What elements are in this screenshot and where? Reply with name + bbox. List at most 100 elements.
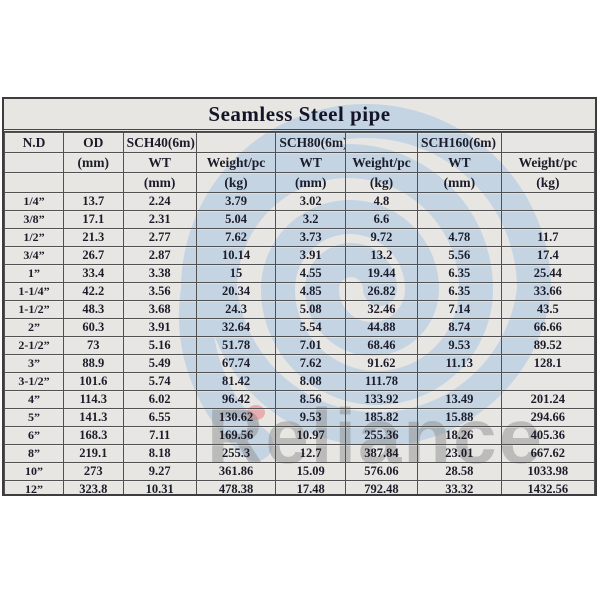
- value-cell: 7.11: [122, 426, 197, 445]
- value-cell: 13.49: [416, 390, 502, 409]
- value-cell: 185.82: [344, 408, 418, 427]
- header-cell: Weight/pc: [344, 152, 418, 173]
- nd-cell: 8”: [4, 444, 64, 463]
- value-cell: 32.46: [344, 300, 418, 319]
- value-cell: 6.55: [122, 408, 197, 427]
- value-cell: [500, 192, 595, 211]
- value-cell: 3.91: [122, 318, 197, 337]
- value-cell: 3.2: [275, 210, 346, 229]
- nd-cell: 2-1/2”: [4, 336, 64, 355]
- header-cell: (mm): [416, 172, 502, 193]
- table-row: 8” 219.1 8.18 255.3 12.7 387.84 23.01 667.62: [4, 444, 595, 463]
- value-cell: 10.31: [122, 480, 197, 494]
- value-cell: 8.56: [275, 390, 346, 409]
- table-row: 1/2” 21.3 2.77 7.62 3.73 9.72 4.78 11.7: [4, 228, 595, 247]
- value-cell: 387.84: [344, 444, 418, 463]
- table-row: 6” 168.3 7.11 169.56 10.97 255.36 18.26 405.36: [4, 426, 595, 445]
- nd-cell: 1-1/2”: [4, 300, 64, 319]
- value-cell: 13.2: [344, 246, 418, 265]
- table-row: 1-1/2” 48.3 3.68 24.3 5.08 32.46 7.14 43.5: [4, 300, 595, 319]
- header-cell: [4, 152, 64, 173]
- header-cell: (kg): [500, 172, 595, 193]
- header-cell: WT: [122, 152, 197, 173]
- value-cell: 6.6: [344, 210, 418, 229]
- nd-cell: 2”: [4, 318, 64, 337]
- value-cell: 33.4: [63, 264, 124, 283]
- value-cell: 294.66: [500, 408, 595, 427]
- value-cell: 32.64: [195, 318, 277, 337]
- value-cell: 3.38: [122, 264, 197, 283]
- header-row: (mm) WT Weight/pc WT Weight/pc WT Weight/pc: [4, 152, 595, 173]
- value-cell: 4.85: [275, 282, 346, 301]
- table-row: 3” 88.9 5.49 67.74 7.62 91.62 11.13 128.1: [4, 354, 595, 373]
- value-cell: 8.74: [416, 318, 502, 337]
- value-cell: 15: [195, 264, 277, 283]
- value-cell: [500, 210, 595, 229]
- value-cell: 201.24: [500, 390, 595, 409]
- header-cell: N.D: [4, 132, 64, 153]
- header-cell: (mm): [63, 152, 124, 173]
- value-cell: 21.3: [63, 228, 124, 247]
- nd-cell: 5”: [4, 408, 64, 427]
- table-row: 4” 114.3 6.02 96.42 8.56 133.92 13.49 201.24: [4, 390, 595, 409]
- header-cell: WT: [416, 152, 502, 173]
- value-cell: 3.56: [122, 282, 197, 301]
- value-cell: 5.16: [122, 336, 197, 355]
- value-cell: 10.14: [195, 246, 277, 265]
- value-cell: 26.82: [344, 282, 418, 301]
- header-cell: SCH160(6m): [416, 132, 502, 153]
- value-cell: 42.2: [63, 282, 124, 301]
- value-cell: 1432.56: [500, 480, 595, 494]
- value-cell: 128.1: [500, 354, 595, 373]
- value-cell: 5.08: [275, 300, 346, 319]
- value-cell: 51.78: [195, 336, 277, 355]
- value-cell: 1033.98: [500, 462, 595, 481]
- value-cell: 6.35: [416, 282, 502, 301]
- value-cell: 361.86: [195, 462, 277, 481]
- value-cell: 667.62: [500, 444, 595, 463]
- table-row: 5” 141.3 6.55 130.62 9.53 185.82 15.88 294.66: [4, 408, 595, 427]
- table-row: 3-1/2” 101.6 5.74 81.42 8.08 111.78: [4, 372, 595, 391]
- page-title: Seamless Steel pipe: [208, 101, 391, 126]
- table-row: 1” 33.4 3.38 15 4.55 19.44 6.35 25.44: [4, 264, 595, 283]
- value-cell: [416, 210, 502, 229]
- header-cell: Weight/pc: [195, 152, 277, 173]
- value-cell: 48.3: [63, 300, 124, 319]
- value-cell: 219.1: [63, 444, 124, 463]
- value-cell: 17.4: [500, 246, 595, 265]
- table-row: 1-1/4” 42.2 3.56 20.34 4.85 26.82 6.35 33.66: [4, 282, 595, 301]
- value-cell: 33.32: [416, 480, 502, 494]
- header-row: (mm) (kg) (mm) (kg) (mm) (kg): [4, 172, 595, 193]
- value-cell: 5.49: [122, 354, 197, 373]
- value-cell: 10.97: [275, 426, 346, 445]
- value-cell: 18.26: [416, 426, 502, 445]
- value-cell: 4.8: [344, 192, 418, 211]
- value-cell: 3.73: [275, 228, 346, 247]
- value-cell: 88.9: [63, 354, 124, 373]
- value-cell: 6.35: [416, 264, 502, 283]
- nd-cell: 6”: [4, 426, 64, 445]
- spec-table: N.D OD SCH40(6m) SCH80(6m) SCH160(6m) (mm) WT W…: [4, 132, 595, 494]
- value-cell: 5.04: [195, 210, 277, 229]
- header-cell: SCH80(6m): [275, 132, 346, 153]
- header-cell: SCH40(6m): [122, 132, 197, 153]
- value-cell: 11.7: [500, 228, 595, 247]
- value-cell: 255.3: [195, 444, 277, 463]
- value-cell: 3.02: [275, 192, 346, 211]
- header-cell: [4, 172, 64, 193]
- value-cell: 20.34: [195, 282, 277, 301]
- table-title-bar: Seamless Steel pipe: [4, 99, 595, 132]
- nd-cell: 1/2”: [4, 228, 64, 247]
- value-cell: 68.46: [344, 336, 418, 355]
- value-cell: 130.62: [195, 408, 277, 427]
- nd-cell: 10”: [4, 462, 64, 481]
- value-cell: 5.56: [416, 246, 502, 265]
- value-cell: 17.48: [275, 480, 346, 494]
- value-cell: 4.55: [275, 264, 346, 283]
- value-cell: 3.91: [275, 246, 346, 265]
- value-cell: 2.87: [122, 246, 197, 265]
- value-cell: 255.36: [344, 426, 418, 445]
- value-cell: 7.62: [195, 228, 277, 247]
- value-cell: 3.68: [122, 300, 197, 319]
- value-cell: 141.3: [63, 408, 124, 427]
